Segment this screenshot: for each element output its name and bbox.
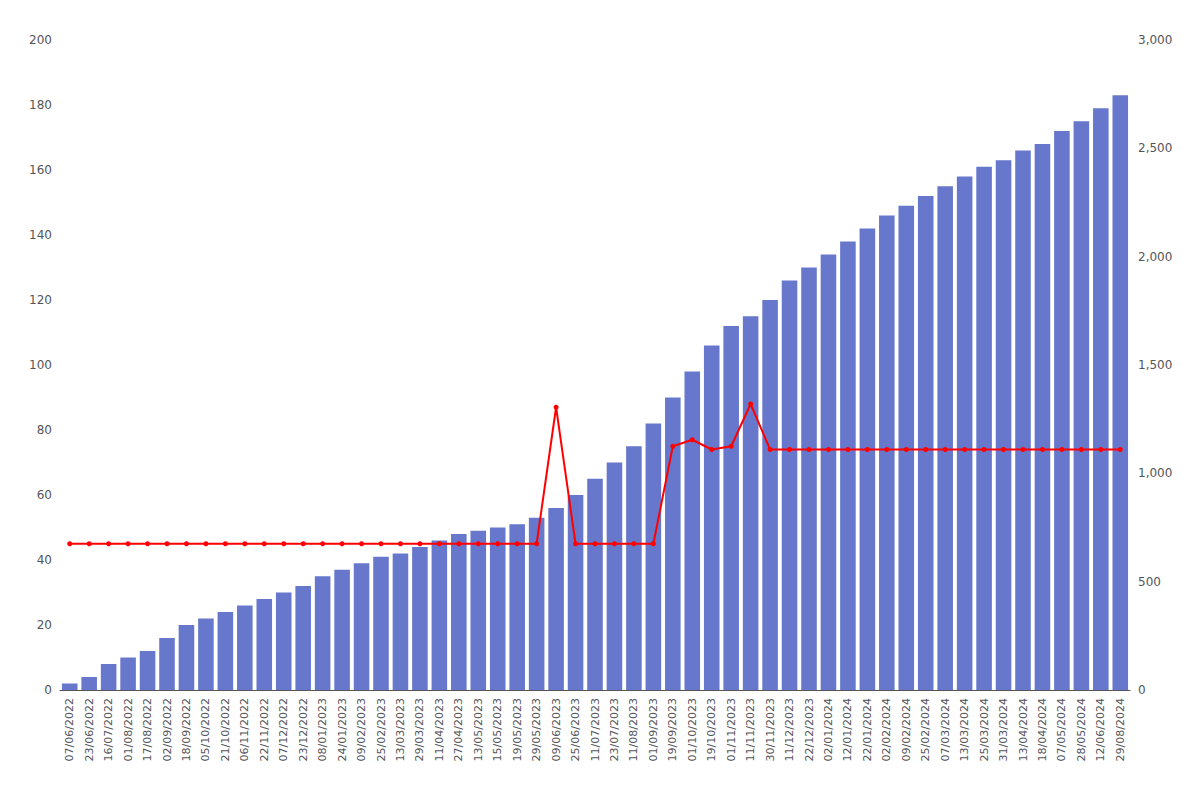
svg-text:25/06/2023: 25/06/2023 [569,698,582,761]
svg-text:100: 100 [29,358,52,372]
svg-text:1,000: 1,000 [1138,466,1172,480]
svg-text:01/08/2022: 01/08/2022 [122,698,135,761]
svg-text:13/03/2024: 13/03/2024 [958,698,971,761]
svg-text:30/11/2023: 30/11/2023 [764,698,777,761]
svg-text:25/02/2024: 25/02/2024 [919,698,932,761]
svg-text:01/09/2023: 01/09/2023 [647,698,660,761]
svg-text:07/05/2024: 07/05/2024 [1055,698,1068,761]
svg-text:1,500: 1,500 [1138,358,1172,372]
svg-text:13/04/2024: 13/04/2024 [1017,698,1030,761]
svg-text:18/04/2024: 18/04/2024 [1036,698,1049,761]
svg-text:22/11/2022: 22/11/2022 [258,698,271,761]
svg-text:140: 140 [29,228,52,242]
svg-text:01/11/2023: 01/11/2023 [725,698,738,761]
svg-text:80: 80 [37,423,52,437]
svg-text:22/01/2024: 22/01/2024 [861,698,874,761]
svg-text:23/12/2022: 23/12/2022 [297,698,310,761]
svg-text:07/12/2022: 07/12/2022 [277,698,290,761]
svg-text:19/05/2023: 19/05/2023 [511,698,524,761]
svg-text:11/04/2023: 11/04/2023 [433,698,446,761]
svg-text:02/01/2024: 02/01/2024 [822,698,835,761]
svg-text:2,000: 2,000 [1138,250,1172,264]
svg-text:2,500: 2,500 [1138,141,1172,155]
svg-text:16/07/2022: 16/07/2022 [102,698,115,761]
svg-text:07/06/2022: 07/06/2022 [63,698,76,761]
svg-text:25/03/2024: 25/03/2024 [978,698,991,761]
svg-text:31/03/2024: 31/03/2024 [997,698,1010,761]
svg-text:02/09/2022: 02/09/2022 [161,698,174,761]
svg-text:13/03/2023: 13/03/2023 [394,698,407,761]
svg-text:07/03/2024: 07/03/2024 [939,698,952,761]
svg-text:01/10/2023: 01/10/2023 [686,698,699,761]
svg-text:20: 20 [37,618,52,632]
svg-text:120: 120 [29,293,52,307]
svg-text:29/03/2023: 29/03/2023 [413,698,426,761]
svg-text:12/01/2024: 12/01/2024 [841,698,854,761]
svg-text:180: 180 [29,98,52,112]
svg-text:29/08/2024: 29/08/2024 [1114,698,1127,761]
svg-text:27/04/2023: 27/04/2023 [452,698,465,761]
svg-text:19/09/2023: 19/09/2023 [666,698,679,761]
svg-text:17/08/2022: 17/08/2022 [141,698,154,761]
svg-text:25/02/2023: 25/02/2023 [375,698,388,761]
svg-text:24/01/2023: 24/01/2023 [336,698,349,761]
svg-text:22/12/2023: 22/12/2023 [803,698,816,761]
svg-text:11/11/2023: 11/11/2023 [744,698,757,761]
svg-text:40: 40 [37,553,52,567]
svg-text:13/05/2023: 13/05/2023 [472,698,485,761]
svg-text:02/02/2024: 02/02/2024 [880,698,893,761]
svg-text:05/10/2022: 05/10/2022 [199,698,212,761]
svg-text:09/06/2023: 09/06/2023 [550,698,563,761]
svg-text:11/07/2023: 11/07/2023 [589,698,602,761]
svg-text:19/10/2023: 19/10/2023 [705,698,718,761]
svg-text:08/01/2023: 08/01/2023 [316,698,329,761]
svg-text:09/02/2024: 09/02/2024 [900,698,913,761]
svg-text:23/07/2023: 23/07/2023 [608,698,621,761]
svg-text:21/10/2022: 21/10/2022 [219,698,232,761]
svg-text:11/12/2023: 11/12/2023 [783,698,796,761]
svg-text:200: 200 [29,33,52,47]
svg-text:15/05/2023: 15/05/2023 [491,698,504,761]
svg-text:160: 160 [29,163,52,177]
svg-text:06/11/2022: 06/11/2022 [238,698,251,761]
svg-text:23/06/2022: 23/06/2022 [83,698,96,761]
svg-text:18/09/2022: 18/09/2022 [180,698,193,761]
svg-text:29/05/2023: 29/05/2023 [530,698,543,761]
svg-text:12/06/2024: 12/06/2024 [1094,698,1107,761]
svg-text:0: 0 [1138,683,1146,697]
svg-text:28/05/2024: 28/05/2024 [1075,698,1088,761]
svg-text:60: 60 [37,488,52,502]
svg-text:09/02/2023: 09/02/2023 [355,698,368,761]
svg-text:500: 500 [1138,575,1161,589]
svg-text:11/08/2023: 11/08/2023 [627,698,640,761]
svg-text:3,000: 3,000 [1138,33,1172,47]
svg-text:0: 0 [44,683,52,697]
